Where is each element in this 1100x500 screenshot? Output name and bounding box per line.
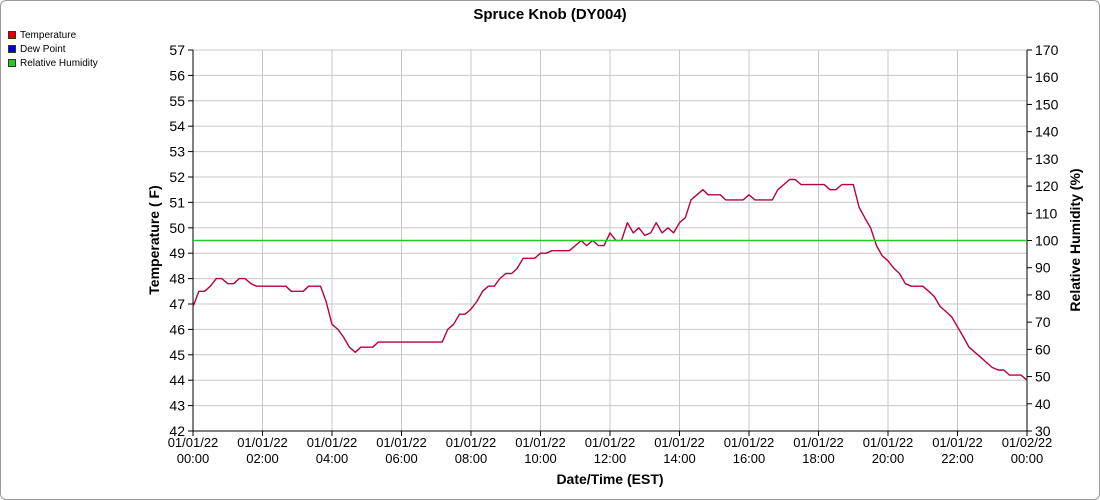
y2-tick-label: 140 <box>1035 124 1059 140</box>
legend-swatch-dew-point <box>8 45 16 53</box>
y-axis-title: Temperature ( F) <box>146 185 162 294</box>
y-tick-label: 48 <box>169 271 185 287</box>
y-tick-label: 47 <box>169 296 185 312</box>
x-tick-label-time: 02:00 <box>246 451 279 466</box>
y-tick-label: 49 <box>169 245 185 261</box>
x-tick-label-date: 01/01/22 <box>585 435 636 450</box>
x-tick-label-time: 16:00 <box>733 451 766 466</box>
series-line-temperature <box>192 178 1028 381</box>
x-tick-label-time: 00:00 <box>177 451 210 466</box>
y2-tick-label: 100 <box>1035 233 1059 249</box>
x-tick-label-date: 01/01/22 <box>307 435 358 450</box>
y-tick-label: 43 <box>169 398 185 414</box>
x-tick-label-time: 00:00 <box>1011 451 1044 466</box>
x-tick-label-date: 01/01/22 <box>654 435 705 450</box>
y2-tick-label: 130 <box>1035 151 1059 167</box>
x-tick-label-time: 08:00 <box>455 451 488 466</box>
legend-label-dew-point: Dew Point <box>20 43 66 55</box>
legend-label-relative-humidity: Relative Humidity <box>20 57 98 69</box>
x-tick-label-date: 01/01/22 <box>863 435 914 450</box>
x-tick-label-time: 06:00 <box>385 451 418 466</box>
y2-tick-label: 80 <box>1035 287 1051 303</box>
y-tick-label: 57 <box>169 42 185 58</box>
y2-tick-label: 30 <box>1035 423 1051 439</box>
x-axis-title: Date/Time (EST) <box>556 471 663 487</box>
y-tick-label: 50 <box>169 220 185 236</box>
x-tick-label-time: 18:00 <box>802 451 835 466</box>
x-tick-label-date: 01/01/22 <box>515 435 566 450</box>
x-tick-label-date: 01/01/22 <box>168 435 219 450</box>
y2-tick-label: 40 <box>1035 396 1051 412</box>
y-tick-label: 51 <box>169 194 185 210</box>
y2-tick-label: 120 <box>1035 178 1059 194</box>
y-tick-label: 44 <box>169 372 185 388</box>
y-tick-label: 55 <box>169 93 185 109</box>
x-tick-label-time: 12:00 <box>594 451 627 466</box>
y-tick-label: 52 <box>169 169 185 185</box>
y-tick-label: 54 <box>169 118 185 134</box>
x-tick-label-date: 01/02/22 <box>1002 435 1053 450</box>
legend-swatch-temperature <box>8 31 16 39</box>
y2-tick-label: 150 <box>1035 96 1059 112</box>
x-tick-label-date: 01/01/22 <box>932 435 983 450</box>
y2-tick-label: 90 <box>1035 260 1051 276</box>
x-tick-label-time: 04:00 <box>316 451 349 466</box>
legend-item-relative-humidity: Relative Humidity <box>8 56 98 70</box>
y2-tick-label: 60 <box>1035 341 1051 357</box>
x-tick-label-time: 20:00 <box>872 451 905 466</box>
y-tick-label: 56 <box>169 67 185 83</box>
y2-tick-label: 170 <box>1035 42 1059 58</box>
x-tick-label-date: 01/01/22 <box>446 435 497 450</box>
x-tick-label-time: 10:00 <box>524 451 557 466</box>
y2-axis-title: Relative Humidity (%) <box>1067 168 1083 311</box>
legend-item-dew-point: Dew Point <box>8 42 98 56</box>
x-tick-label-time: 14:00 <box>663 451 696 466</box>
x-tick-label-time: 22:00 <box>941 451 974 466</box>
legend: Temperature Dew Point Relative Humidity <box>8 28 98 70</box>
y2-tick-label: 160 <box>1035 69 1059 85</box>
x-tick-label-date: 01/01/22 <box>376 435 427 450</box>
legend-item-temperature: Temperature <box>8 28 98 42</box>
x-tick-label-date: 01/01/22 <box>793 435 844 450</box>
y-tick-label: 53 <box>169 144 185 160</box>
x-tick-label-date: 01/01/22 <box>237 435 288 450</box>
y-tick-label: 42 <box>169 423 185 439</box>
series-layer <box>192 178 1028 381</box>
y2-tick-label: 50 <box>1035 369 1051 385</box>
chart-title: Spruce Knob (DY004) <box>473 6 626 23</box>
y2-tick-label: 110 <box>1035 205 1058 221</box>
y-tick-label: 46 <box>169 321 185 337</box>
legend-label-temperature: Temperature <box>20 29 77 41</box>
y-tick-label: 45 <box>169 347 185 363</box>
y2-tick-label: 70 <box>1035 314 1051 330</box>
axes: 42 43 44 45 46 47 48 49 50 51 52 53 54 55 56 57 30 40 50 60… <box>168 42 1059 466</box>
x-tick-label-date: 01/01/22 <box>724 435 775 450</box>
legend-swatch-relative-humidity <box>8 59 16 67</box>
